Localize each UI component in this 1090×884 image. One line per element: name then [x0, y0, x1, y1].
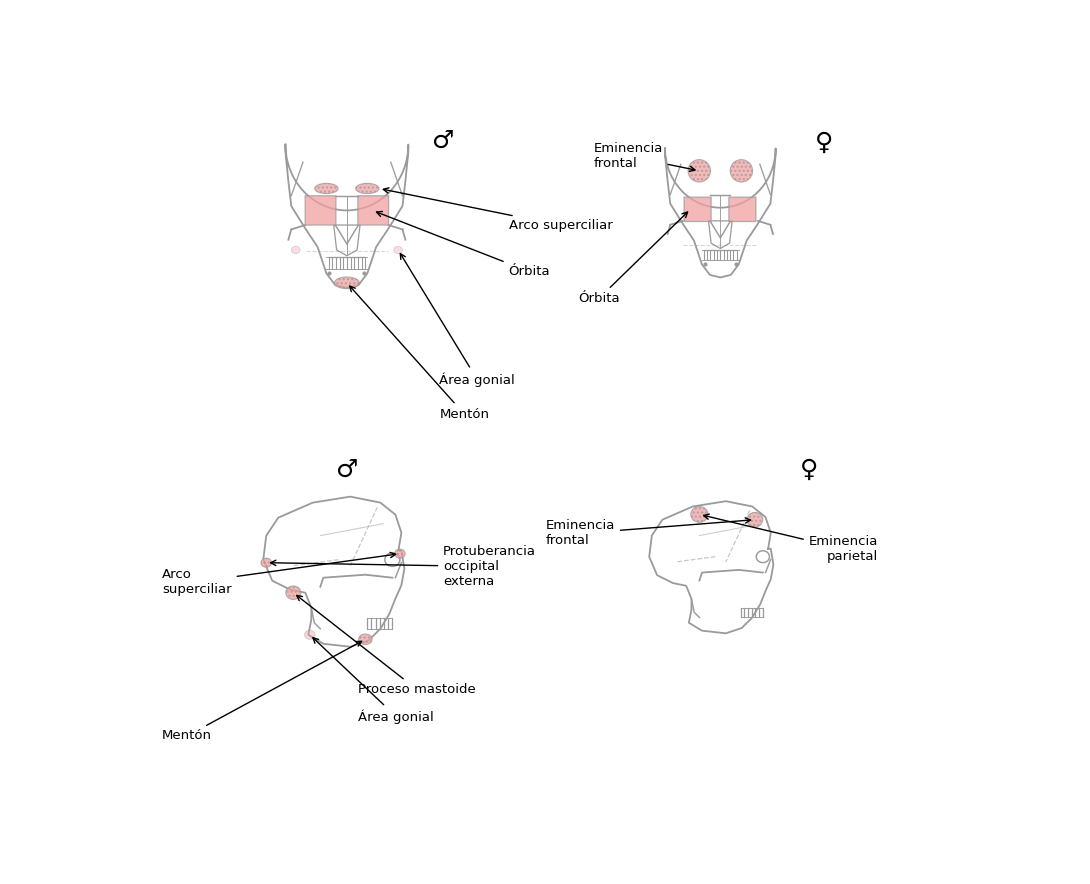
- Polygon shape: [264, 497, 404, 647]
- Ellipse shape: [355, 183, 379, 194]
- Text: Eminencia
frontal: Eminencia frontal: [545, 518, 751, 547]
- Text: ♂: ♂: [432, 129, 455, 153]
- Text: Mentón: Mentón: [350, 286, 489, 421]
- Text: Mentón: Mentón: [162, 641, 362, 743]
- FancyBboxPatch shape: [305, 195, 336, 225]
- Ellipse shape: [395, 549, 405, 558]
- Ellipse shape: [335, 277, 360, 289]
- Text: Área gonial: Área gonial: [400, 254, 516, 386]
- Text: Eminencia
parietal: Eminencia parietal: [704, 514, 879, 563]
- FancyBboxPatch shape: [685, 197, 711, 222]
- Text: Proceso mastoide: Proceso mastoide: [296, 596, 476, 697]
- Polygon shape: [665, 149, 776, 278]
- Polygon shape: [650, 501, 774, 633]
- Text: Área gonial: Área gonial: [313, 637, 434, 724]
- Ellipse shape: [261, 558, 271, 568]
- Text: Protuberancia
occipital
externa: Protuberancia occipital externa: [270, 545, 536, 588]
- Text: Arco superciliar: Arco superciliar: [384, 187, 613, 232]
- Ellipse shape: [691, 507, 709, 522]
- Ellipse shape: [291, 247, 300, 254]
- Ellipse shape: [359, 634, 372, 644]
- Ellipse shape: [304, 630, 315, 639]
- Text: ♀: ♀: [815, 131, 834, 155]
- Text: Órbita: Órbita: [376, 211, 550, 278]
- Ellipse shape: [286, 586, 301, 599]
- Ellipse shape: [730, 160, 752, 182]
- Text: ♀: ♀: [800, 458, 818, 482]
- Text: ♂: ♂: [336, 458, 358, 482]
- Ellipse shape: [315, 183, 338, 194]
- Ellipse shape: [747, 513, 763, 527]
- Text: Órbita: Órbita: [578, 212, 688, 305]
- FancyBboxPatch shape: [729, 197, 755, 222]
- Text: Arco
superciliar: Arco superciliar: [162, 552, 396, 596]
- Ellipse shape: [393, 247, 402, 254]
- FancyBboxPatch shape: [358, 195, 388, 225]
- Text: Eminencia
frontal: Eminencia frontal: [593, 142, 695, 171]
- Ellipse shape: [688, 160, 711, 182]
- Polygon shape: [286, 145, 409, 288]
